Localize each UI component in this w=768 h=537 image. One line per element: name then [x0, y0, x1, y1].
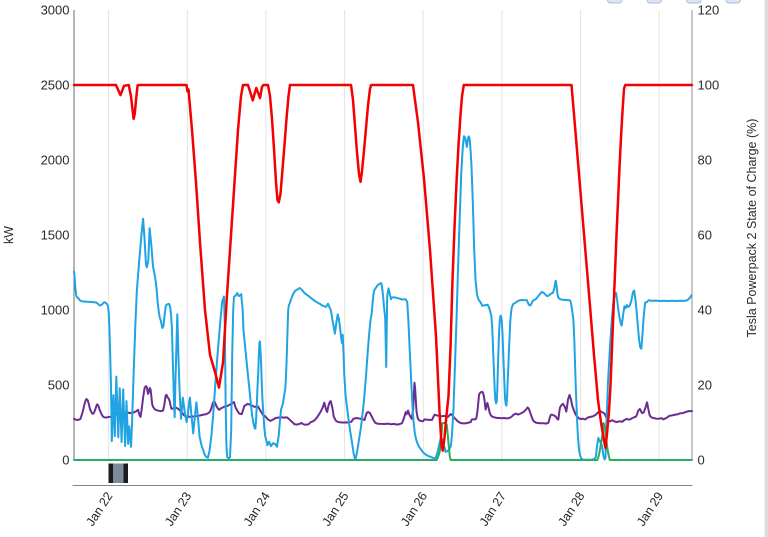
svg-text:3000: 3000 — [41, 3, 70, 18]
svg-text:2000: 2000 — [41, 153, 70, 168]
svg-text:2500: 2500 — [41, 78, 70, 93]
svg-text:120: 120 — [698, 3, 720, 18]
svg-text:40: 40 — [698, 303, 712, 318]
svg-text:60: 60 — [698, 228, 712, 243]
svg-text:100: 100 — [698, 78, 720, 93]
svg-text:kW: kW — [2, 226, 16, 244]
svg-text:1500: 1500 — [41, 228, 70, 243]
svg-text:500: 500 — [48, 378, 70, 393]
svg-text:0: 0 — [698, 453, 705, 468]
svg-text:80: 80 — [698, 153, 712, 168]
svg-text:20: 20 — [698, 378, 712, 393]
svg-text:Tesla Powerpack 2 State of Cha: Tesla Powerpack 2 State of Charge (%) — [745, 119, 759, 338]
svg-text:0: 0 — [62, 453, 69, 468]
svg-text:1000: 1000 — [41, 303, 70, 318]
